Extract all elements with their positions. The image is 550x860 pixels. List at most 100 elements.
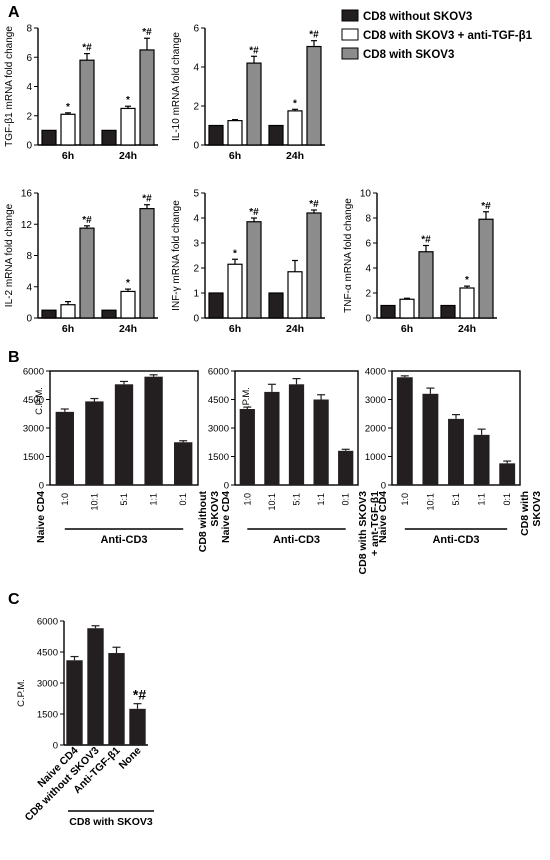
right-group-label: SKOV3 (209, 491, 221, 527)
x-tick-label: 24h (119, 323, 137, 335)
y-tick-label: 0 (39, 481, 44, 492)
y-axis-title: C.P.M. (34, 387, 45, 415)
bar (41, 129, 57, 146)
bar (287, 110, 303, 146)
bar (108, 653, 125, 745)
y-tick-label: 1500 (23, 452, 44, 463)
legend-label: CD8 with SKOV3 (363, 49, 454, 61)
y-tick-label: 16 (21, 189, 33, 200)
legend-label: CD8 without SKOV3 (363, 11, 472, 23)
bar (264, 391, 280, 485)
x-tick-label: 10:1 (89, 493, 99, 511)
y-tick-label: 6000 (23, 367, 44, 378)
y-tick-label: 6 (365, 239, 371, 250)
bar (396, 377, 413, 485)
x-tick-label: 1:1 (316, 493, 326, 506)
group-label: Anti-CD3 (432, 534, 479, 546)
y-tick-label: 4500 (37, 648, 58, 659)
x-tick-label: 1:0 (400, 493, 410, 506)
panel-label-a: A (8, 4, 20, 21)
significance-mark: *# (309, 199, 319, 210)
x-tick-label: 6h (401, 323, 413, 335)
y-tick-label: 2 (193, 102, 199, 113)
y-tick-label: 2 (365, 289, 371, 300)
y-axis-title: INF-γ mRNA fold change (171, 200, 182, 311)
y-axis-title: C.P.M. (16, 679, 27, 707)
x-tick-label: 5:1 (119, 493, 129, 506)
right-group-label: CD8 with SKOV3 (357, 491, 369, 575)
bar (208, 124, 224, 146)
bar (101, 309, 117, 319)
legend-swatch (341, 28, 359, 41)
y-tick-label: 4500 (23, 395, 44, 406)
panel-label-c: C (8, 591, 20, 608)
x-tick-label: 1:1 (477, 493, 487, 506)
y-tick-label: 0 (26, 314, 32, 325)
significance-mark: * (465, 275, 469, 286)
x-tick-label: 5:1 (292, 493, 302, 506)
y-tick-label: 10 (360, 189, 372, 200)
y-tick-label: 1500 (37, 710, 58, 721)
y-tick-label: 3 (193, 239, 199, 250)
y-tick-label: 0 (224, 481, 229, 492)
bar (227, 120, 243, 146)
bar (239, 409, 255, 485)
bar (478, 218, 494, 319)
x-tick-label: None (117, 745, 144, 772)
bar (306, 45, 322, 146)
bar (288, 384, 305, 485)
y-tick-label: 5 (193, 189, 199, 200)
significance-mark: *# (133, 687, 146, 703)
significance-mark: * (66, 102, 70, 113)
significance-mark: * (126, 278, 130, 289)
y-tick-label: 0 (365, 314, 371, 325)
bar (422, 393, 439, 485)
y-tick-label: 2000 (365, 424, 386, 435)
bar (139, 208, 155, 319)
legend-swatch (341, 9, 359, 22)
bar (79, 59, 95, 146)
y-tick-label: 0 (193, 141, 199, 152)
bar (120, 107, 136, 146)
y-tick-label: 8 (26, 24, 32, 35)
bar (246, 221, 262, 319)
y-tick-label: 3000 (208, 424, 229, 435)
x-tick-label: 5:1 (451, 493, 461, 506)
significance-mark: *# (481, 201, 491, 212)
bar (144, 376, 163, 485)
bar (60, 113, 76, 146)
y-tick-label: 12 (21, 220, 33, 231)
bar (499, 463, 516, 485)
significance-mark: *# (309, 30, 319, 41)
bar (338, 450, 354, 485)
y-tick-label: 3000 (365, 395, 386, 406)
y-tick-label: 4 (365, 264, 371, 275)
bar (440, 304, 456, 319)
bar (306, 212, 322, 319)
bar (227, 263, 243, 319)
x-tick-label: 1:1 (149, 493, 159, 506)
x-tick-label: 1:0 (60, 493, 70, 506)
y-tick-label: 4 (193, 63, 199, 74)
y-tick-label: 6 (26, 53, 32, 64)
bar (87, 628, 104, 745)
bar (129, 708, 146, 745)
y-axis-title: C.P.M. (241, 387, 252, 415)
group-label: Anti-CD3 (100, 534, 147, 546)
bar (380, 304, 396, 319)
bar (268, 292, 284, 319)
bar (139, 49, 155, 146)
significance-mark: *# (142, 194, 152, 205)
y-axis-title: IL-2 mRNA fold change (4, 203, 15, 307)
group-label: CD8 with SKOV3 (69, 816, 153, 828)
y-tick-label: 4000 (365, 367, 386, 378)
significance-mark: *# (82, 215, 92, 226)
y-tick-label: 1000 (365, 452, 386, 463)
bar (208, 292, 224, 319)
legend-label: CD8 with SKOV3 + anti-TGF-β1 (363, 30, 533, 42)
bar (313, 399, 329, 485)
x-tick-label: 6h (62, 323, 74, 335)
x-tick-label: 6h (229, 323, 241, 335)
